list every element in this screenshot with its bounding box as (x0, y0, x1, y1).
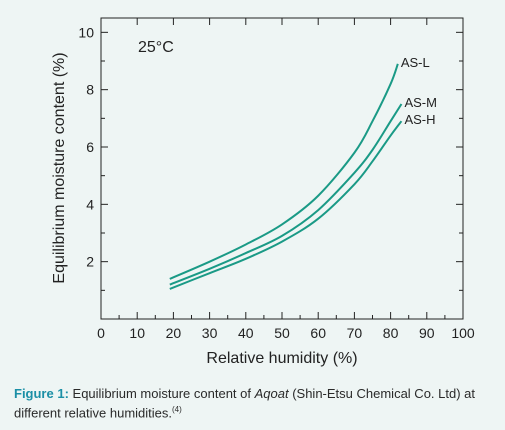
y-tick-label: 2 (86, 254, 94, 270)
x-tick-label: 90 (419, 325, 435, 341)
y-tick-label: 8 (86, 82, 94, 98)
series-label-as-m: AS-M (404, 95, 437, 110)
x-tick-label: 100 (451, 325, 475, 341)
figure-label: Figure 1: (14, 386, 69, 401)
x-tick-label: 80 (383, 325, 399, 341)
series-lines (169, 63, 403, 290)
x-tick-label: 20 (166, 325, 182, 341)
x-tick-label: 30 (202, 325, 218, 341)
y-tick-label: 4 (86, 196, 94, 212)
x-tick-label: 40 (238, 325, 254, 341)
x-tick-label: 70 (347, 325, 363, 341)
x-axis-label: Relative humidity (%) (206, 350, 357, 367)
caption-text-2: (Shin-Etsu Chemical Co. Ltd) at differen… (14, 386, 475, 421)
x-tick-label: 0 (97, 325, 105, 341)
y-tick-label: 6 (86, 139, 94, 155)
y-axis-label: Equilibrium moisture content (%) (51, 52, 68, 283)
moisture-chart: 0 10 20 30 40 50 60 70 80 90 100 2 4 6 8 10 AS-L AS-M AS-H… (51, 17, 475, 367)
y-tick-label: 10 (78, 24, 94, 40)
series-line-as-h (169, 120, 403, 290)
series-line-as-l (169, 63, 399, 280)
series-line-as-m (169, 103, 403, 286)
axis-ticks (100, 18, 464, 319)
caption-product: Aqoat (254, 386, 289, 401)
caption-text-1: Equilibrium moisture content of (68, 386, 255, 401)
tick-labels: 0 10 20 30 40 50 60 70 80 90 100 2 4 6 8 10 AS-L AS-M AS-H (78, 24, 474, 341)
series-label-as-h: AS-H (404, 112, 435, 127)
temperature-annotation: 25°C (138, 39, 174, 56)
caption-reference: (4) (172, 405, 182, 414)
x-tick-label: 10 (129, 325, 145, 341)
x-tick-label: 50 (274, 325, 290, 341)
x-tick-label: 60 (310, 325, 326, 341)
figure-caption: Figure 1: Equilibrium moisture content o… (14, 386, 498, 421)
series-label-as-l: AS-L (401, 55, 430, 70)
